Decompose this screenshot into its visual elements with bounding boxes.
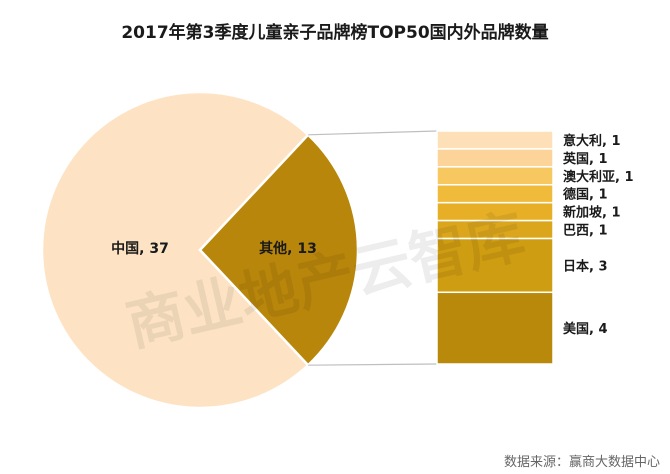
bar-label-5: 巴西, 1: [563, 224, 608, 239]
connector-lines: [308, 130, 438, 366]
bar-segment-6: [436, 237, 554, 294]
source-note: 数据来源：赢商大数据中心: [504, 454, 660, 470]
pie-group: 中国, 37 其他, 13: [40, 90, 360, 410]
bar-label-3: 德国, 1: [563, 187, 608, 203]
bar-label-1: 英国, 1: [562, 151, 608, 167]
bar-label-6: 日本, 3: [563, 258, 608, 274]
chart-title: 2017年第3季度儿童亲子品牌榜TOP50国内外品牌数量: [121, 22, 548, 43]
bar-label-2: 澳大利亚, 1: [563, 169, 634, 185]
bar-segment-7: [436, 291, 554, 365]
pie-slice-1: [198, 133, 360, 367]
bar-segment-2: [436, 166, 554, 186]
bar-label-0: 意大利, 1: [563, 133, 621, 149]
pie-slice-0: [40, 90, 310, 410]
bar-segment-1: [436, 148, 554, 168]
breakdown-bar: 意大利, 1 英国, 1 澳大利亚, 1 德国, 1 新加坡, 1 巴西, 1 日本, 3 美…: [436, 130, 634, 365]
bar-label-7: 美国, 4: [563, 321, 608, 337]
bar-segment-0: [436, 130, 554, 150]
bar-label-4: 新加坡, 1: [563, 205, 621, 221]
bar-segment-3: [436, 184, 554, 204]
pie-label-1: 其他, 13: [259, 240, 317, 257]
connector-bottom: [308, 363, 438, 366]
pie-label-0: 中国, 37: [111, 240, 169, 257]
connector-top: [308, 130, 438, 136]
